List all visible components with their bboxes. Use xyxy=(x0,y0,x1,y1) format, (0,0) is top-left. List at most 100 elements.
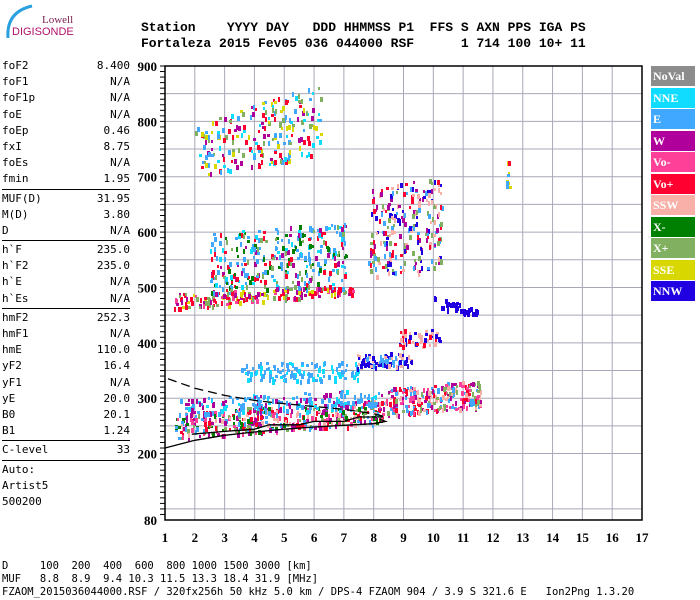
echo-point xyxy=(221,419,224,424)
echo-point xyxy=(299,253,301,258)
echo-point xyxy=(400,402,403,405)
echo-point xyxy=(341,237,343,242)
echo-point xyxy=(291,242,293,247)
echo-point xyxy=(285,294,288,299)
echo-point xyxy=(300,380,302,385)
echo-point xyxy=(370,269,373,274)
echo-point xyxy=(374,244,376,249)
echo-point xyxy=(449,392,452,397)
echo-point xyxy=(320,133,323,136)
legend-item-w: W xyxy=(651,130,695,151)
echo-point xyxy=(298,230,301,235)
echo-point xyxy=(267,295,269,300)
echo-point xyxy=(228,129,231,134)
echo-point xyxy=(376,205,378,210)
echo-point xyxy=(396,191,398,194)
echo-point xyxy=(477,390,480,393)
echo-point xyxy=(312,108,315,113)
echo-point xyxy=(264,284,266,289)
echo-point xyxy=(412,226,415,231)
param-row: hmF2 252.3 xyxy=(2,310,130,326)
echo-point xyxy=(336,400,338,405)
echo-point xyxy=(350,407,352,412)
echo-point xyxy=(416,343,419,346)
echo-point xyxy=(284,157,287,162)
echo-point xyxy=(215,292,218,297)
echo-point xyxy=(234,129,237,132)
echo-point xyxy=(233,422,235,427)
echo-point xyxy=(308,376,310,381)
echo-point xyxy=(452,388,455,393)
echo-point xyxy=(509,186,512,189)
echo-point xyxy=(254,239,256,242)
echo-point xyxy=(208,433,210,438)
echo-point xyxy=(386,237,389,240)
echo-point xyxy=(277,144,280,149)
echo-point xyxy=(309,409,311,414)
echo-point xyxy=(352,290,355,293)
echo-point xyxy=(315,292,317,295)
echo-point xyxy=(247,371,250,374)
echo-point xyxy=(425,191,428,196)
echo-point xyxy=(299,373,302,376)
echo-point xyxy=(239,233,242,236)
echo-point xyxy=(208,298,210,303)
echo-point xyxy=(301,277,303,282)
echo-point xyxy=(413,391,416,396)
echo-point xyxy=(344,402,347,405)
echo-point xyxy=(391,226,394,231)
echo-point xyxy=(387,226,389,229)
profile-line-trace-profile xyxy=(191,416,383,435)
echo-point xyxy=(188,433,190,438)
echo-point xyxy=(286,135,288,138)
echo-point xyxy=(302,233,304,238)
separator xyxy=(2,459,130,461)
echo-point xyxy=(381,394,383,397)
param-value: N/A xyxy=(110,327,130,340)
echo-point xyxy=(405,183,408,186)
echo-point xyxy=(263,141,265,146)
echo-point xyxy=(263,395,266,398)
echo-point xyxy=(219,241,222,246)
echo-point xyxy=(370,253,372,258)
echo-point xyxy=(276,287,279,292)
echo-point xyxy=(220,233,222,238)
echo-point xyxy=(371,233,374,238)
echo-point xyxy=(508,172,510,175)
echo-point xyxy=(418,201,421,206)
echo-point xyxy=(440,184,442,187)
echo-point xyxy=(259,147,262,150)
echo-point xyxy=(201,166,204,169)
echo-point xyxy=(434,244,436,247)
echo-point xyxy=(221,301,223,306)
echo-point xyxy=(430,221,432,224)
legend-item-voplus: Vo+ xyxy=(651,173,695,194)
echo-point xyxy=(308,152,310,157)
echo-point xyxy=(346,390,348,393)
echo-point xyxy=(440,260,443,265)
echo-point xyxy=(248,431,251,436)
echo-point xyxy=(446,409,448,412)
echo-point xyxy=(227,170,230,173)
echo-point xyxy=(368,261,371,266)
echo-point xyxy=(265,240,268,243)
echo-point xyxy=(413,411,415,416)
echo-point xyxy=(395,399,398,404)
echo-point xyxy=(215,283,218,288)
echo-point xyxy=(358,407,361,412)
echo-point xyxy=(453,303,455,306)
echo-point xyxy=(337,418,340,421)
echo-point xyxy=(429,405,432,408)
echo-point xyxy=(338,287,341,292)
echo-point xyxy=(404,249,406,254)
echo-point xyxy=(472,394,474,397)
y-tick-label: 600 xyxy=(138,225,158,240)
echo-point xyxy=(250,433,252,436)
echo-point xyxy=(298,100,301,103)
param-row: hmF1 N/A xyxy=(2,326,130,342)
echo-point xyxy=(409,389,412,392)
echo-point xyxy=(368,394,370,399)
echo-point xyxy=(281,253,284,258)
echo-point xyxy=(398,205,401,208)
echo-point xyxy=(219,412,221,417)
